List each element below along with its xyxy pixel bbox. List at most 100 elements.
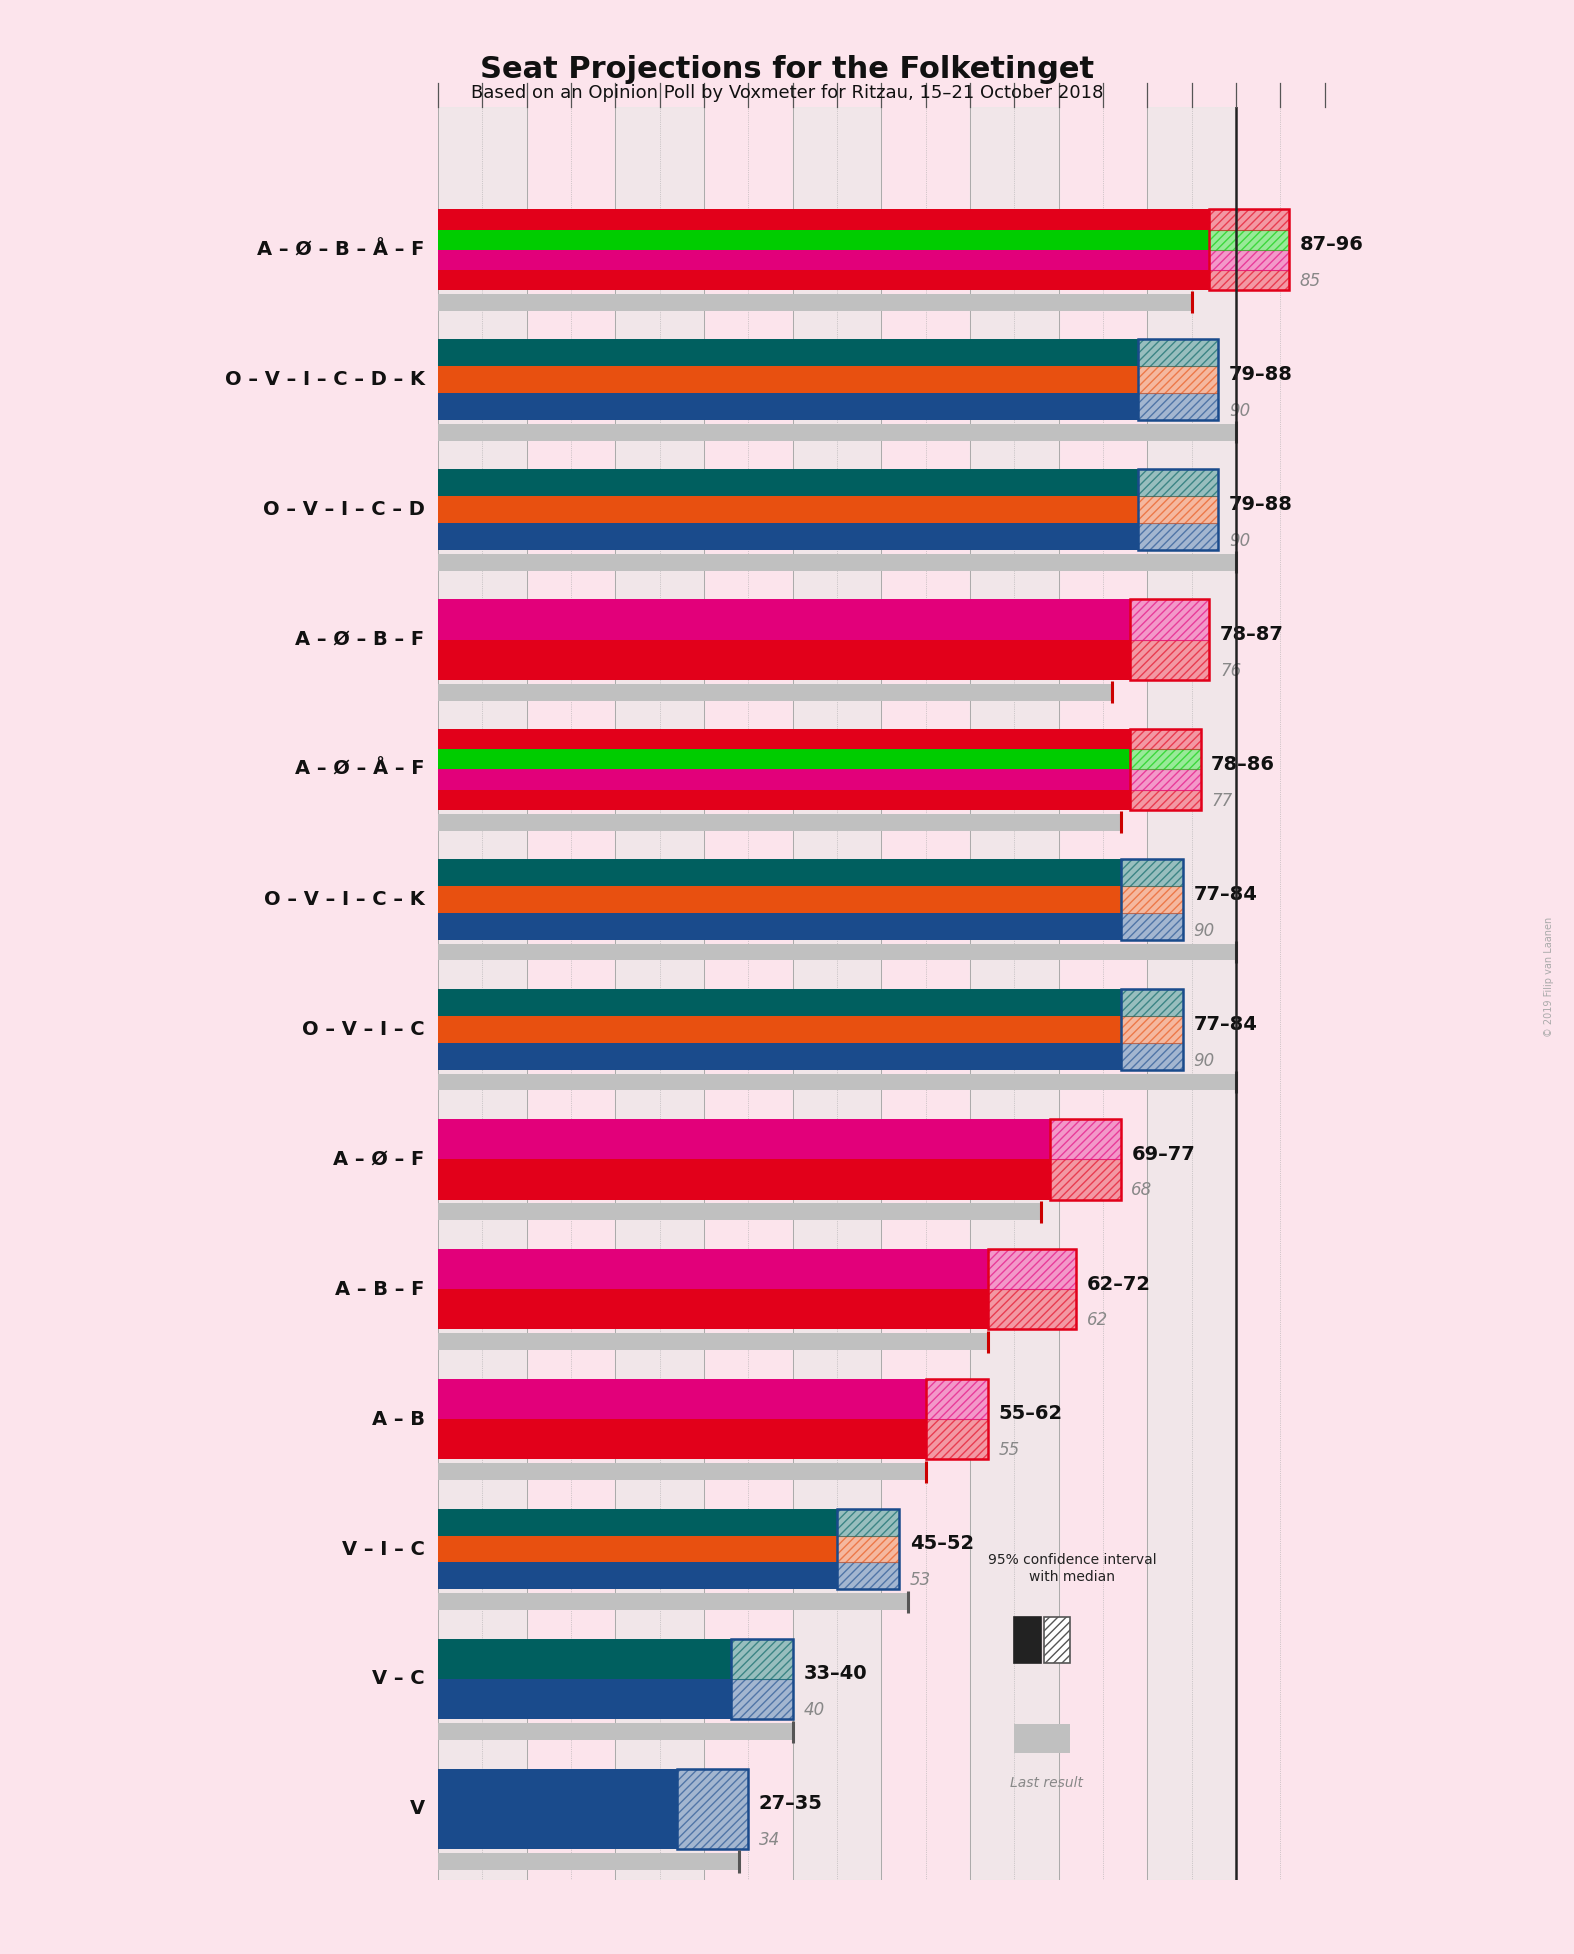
Bar — [1138, 365, 1218, 393]
Text: 90: 90 — [1193, 922, 1215, 940]
Bar — [438, 293, 1192, 311]
Bar — [926, 1380, 988, 1460]
Bar — [438, 1464, 926, 1481]
Bar — [926, 1419, 988, 1460]
Bar — [1130, 748, 1201, 770]
Bar — [1209, 250, 1289, 270]
Bar — [1138, 340, 1218, 365]
Bar — [438, 1419, 957, 1460]
Bar — [730, 1678, 793, 1720]
Bar — [438, 1290, 1033, 1329]
Text: 90: 90 — [1229, 531, 1250, 549]
Bar — [438, 860, 1152, 885]
Bar — [926, 1380, 988, 1419]
Bar — [1209, 209, 1289, 289]
Bar — [1130, 600, 1209, 680]
Bar — [837, 1536, 899, 1563]
Text: 27–35: 27–35 — [759, 1794, 823, 1813]
Bar — [1138, 524, 1218, 549]
Bar — [1121, 1016, 1182, 1043]
Bar — [837, 1536, 899, 1563]
Text: 76: 76 — [1220, 662, 1242, 680]
Bar — [1121, 913, 1182, 940]
Bar — [438, 524, 1179, 549]
Bar — [438, 553, 1236, 571]
Bar — [1130, 789, 1201, 809]
Bar — [438, 1639, 762, 1678]
Text: © 2019 Filip van Laanen: © 2019 Filip van Laanen — [1544, 916, 1554, 1038]
Bar — [438, 600, 1169, 639]
Text: 55–62: 55–62 — [998, 1405, 1062, 1423]
Bar — [1209, 270, 1289, 289]
Bar — [1138, 496, 1218, 524]
Bar — [1050, 1120, 1121, 1200]
Bar — [988, 1249, 1077, 1290]
Bar — [793, 107, 881, 1880]
Bar — [438, 1536, 867, 1563]
Text: 90: 90 — [1193, 1051, 1215, 1069]
Bar — [988, 1249, 1077, 1329]
Text: Seat Projections for the Folketinget: Seat Projections for the Folketinget — [480, 55, 1094, 84]
Bar — [1050, 1120, 1121, 1159]
Bar — [438, 1768, 713, 1848]
Bar — [438, 231, 1250, 250]
Text: 55: 55 — [998, 1442, 1020, 1460]
Bar — [1138, 340, 1218, 420]
Text: 79–88: 79–88 — [1229, 494, 1292, 514]
Text: O – V – I – C – D: O – V – I – C – D — [263, 500, 425, 520]
Bar — [988, 1290, 1077, 1329]
Text: Based on an Opinion Poll by Voxmeter for Ritzau, 15–21 October 2018: Based on an Opinion Poll by Voxmeter for… — [471, 84, 1103, 102]
Text: 77: 77 — [1210, 791, 1232, 809]
Bar — [438, 684, 1111, 701]
Bar — [1050, 1159, 1121, 1200]
Text: 77–84: 77–84 — [1193, 885, 1258, 903]
Bar — [438, 393, 1179, 420]
Bar — [1138, 365, 1218, 393]
Text: 68: 68 — [1132, 1182, 1152, 1200]
Bar — [438, 1016, 1152, 1043]
Text: A – Ø – Å – F: A – Ø – Å – F — [294, 760, 425, 780]
Text: 78–87: 78–87 — [1220, 625, 1284, 645]
Bar — [438, 1204, 1040, 1221]
Bar — [438, 1852, 740, 1870]
Text: 90: 90 — [1229, 403, 1250, 420]
Bar — [438, 989, 1152, 1016]
Bar — [1050, 1159, 1121, 1200]
Bar — [837, 1508, 899, 1536]
Bar — [438, 469, 1179, 496]
Bar — [438, 1333, 988, 1350]
Bar — [438, 770, 1165, 789]
Text: V – I – C: V – I – C — [342, 1540, 425, 1559]
Bar — [438, 496, 1179, 524]
Bar — [1130, 770, 1201, 789]
Bar — [438, 250, 1250, 270]
Bar — [1121, 989, 1182, 1016]
Bar — [438, 1678, 762, 1720]
Text: 53: 53 — [910, 1571, 930, 1589]
Bar — [438, 340, 1179, 365]
Text: 34: 34 — [759, 1831, 781, 1848]
Bar — [1121, 989, 1182, 1069]
Text: O – V – I – C – K: O – V – I – C – K — [264, 889, 425, 909]
Text: A – Ø – B – F: A – Ø – B – F — [296, 629, 425, 649]
Bar — [1130, 729, 1201, 748]
Bar — [438, 270, 1250, 289]
Bar — [438, 1120, 1084, 1159]
Bar — [1121, 913, 1182, 940]
Bar — [1130, 770, 1201, 789]
Bar — [1130, 748, 1201, 770]
Bar — [1138, 393, 1218, 420]
Bar — [1050, 1120, 1121, 1159]
Bar — [1138, 393, 1218, 420]
Bar — [1014, 1725, 1070, 1753]
Bar — [837, 1508, 899, 1536]
Bar — [438, 1073, 1236, 1090]
Bar — [1138, 469, 1218, 496]
Text: V – C: V – C — [371, 1669, 425, 1688]
Bar — [438, 1563, 867, 1589]
Text: 78–86: 78–86 — [1210, 754, 1275, 774]
Bar — [1130, 600, 1209, 639]
Bar — [837, 1563, 899, 1589]
Bar — [1138, 496, 1218, 524]
Bar — [677, 1768, 748, 1848]
